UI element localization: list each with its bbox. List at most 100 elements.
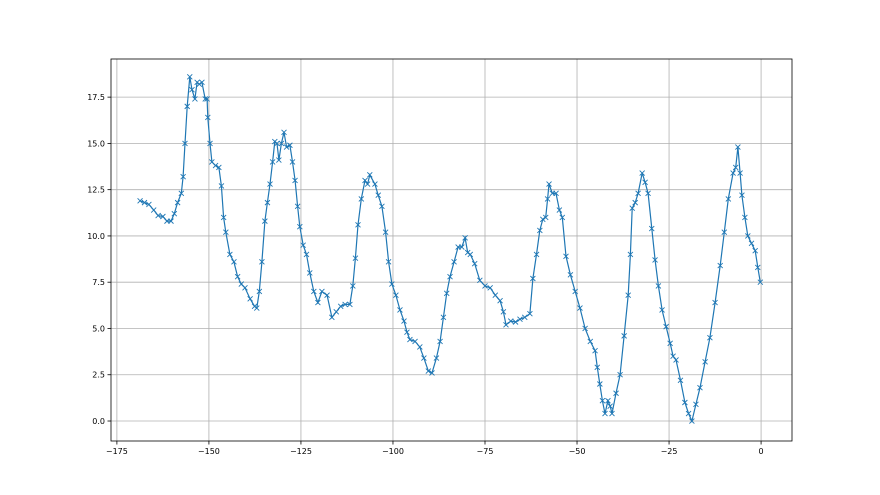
data-point-marker	[256, 288, 263, 295]
data-point-marker	[735, 144, 741, 150]
data-point-marker	[358, 196, 365, 202]
data-point-marker	[607, 403, 613, 410]
data-point-marker	[754, 264, 761, 271]
data-point-marker	[512, 319, 519, 325]
y-tick-label: 15.0	[87, 139, 105, 148]
x-tick-label: −175	[106, 447, 128, 456]
data-point-marker	[539, 216, 546, 223]
data-point-marker	[303, 251, 310, 258]
data-point-marker	[352, 255, 359, 261]
data-point-marker	[673, 357, 679, 363]
data-point-marker	[625, 292, 632, 298]
data-point-marker	[421, 355, 427, 361]
data-point-marker	[259, 259, 265, 265]
data-point-marker	[204, 96, 210, 102]
data-point-marker	[242, 284, 248, 291]
y-tick-label: 12.5	[87, 186, 105, 195]
data-point-marker	[500, 308, 507, 315]
data-point-marker	[196, 81, 203, 87]
data-point-marker	[682, 399, 688, 406]
x-tick-label: −100	[382, 447, 404, 456]
data-point-marker	[315, 299, 321, 306]
x-tick-label: 0	[759, 447, 764, 456]
data-point-marker	[171, 210, 178, 217]
data-point-marker	[247, 296, 253, 302]
data-point-marker	[546, 181, 552, 187]
data-point-marker	[150, 207, 157, 213]
data-point-marker	[382, 229, 389, 236]
data-point-marker	[141, 199, 148, 206]
data-point-marker	[397, 307, 403, 313]
data-point-marker	[212, 162, 219, 169]
y-tick-label: 0.0	[92, 417, 105, 426]
data-point-marker	[319, 288, 325, 295]
data-point-marker	[757, 279, 764, 286]
data-point-marker	[594, 364, 601, 371]
data-point-marker	[503, 321, 509, 328]
data-point-marker	[189, 86, 195, 93]
data-point-marker	[207, 140, 213, 147]
data-point-marker	[517, 316, 523, 323]
data-point-marker	[487, 284, 493, 291]
data-point-marker	[537, 227, 543, 234]
data-point-marker	[283, 144, 290, 150]
axes-frame	[110, 58, 793, 442]
data-point-marker	[182, 140, 188, 147]
data-point-marker	[218, 183, 225, 189]
data-point-marker	[748, 240, 755, 247]
x-tick-label: −125	[290, 447, 312, 456]
x-tick-label: −25	[661, 447, 678, 456]
series-markers	[137, 73, 764, 424]
data-point-marker	[721, 229, 728, 236]
data-point-marker	[670, 353, 676, 360]
data-point-marker	[632, 199, 639, 206]
data-point-marker	[697, 384, 703, 391]
data-point-marker	[379, 203, 385, 210]
data-point-marker	[689, 418, 695, 424]
data-point-marker	[467, 251, 474, 258]
x-tick-label: −75	[477, 447, 494, 456]
data-point-marker	[602, 410, 608, 417]
data-point-marker	[281, 129, 287, 136]
data-point-marker	[527, 310, 533, 317]
data-point-marker	[635, 190, 641, 197]
data-point-marker	[605, 397, 611, 404]
data-point-marker	[477, 277, 483, 284]
data-point-marker	[300, 242, 306, 249]
grid	[111, 59, 792, 441]
x-tick-label: −50	[569, 447, 586, 456]
data-point-marker	[507, 318, 514, 324]
data-point-marker	[707, 334, 713, 341]
x-tick-label: −150	[198, 447, 220, 456]
data-point-marker	[364, 181, 371, 187]
data-point-marker	[572, 288, 579, 295]
data-point-marker	[417, 344, 423, 350]
data-point-marker	[458, 244, 465, 250]
data-point-marker	[276, 157, 282, 163]
y-tick-label: 5.0	[92, 324, 105, 333]
data-point-marker	[253, 305, 260, 311]
data-point-marker	[202, 96, 209, 102]
data-point-marker	[617, 371, 623, 378]
data-point-marker	[497, 297, 503, 304]
data-point-marker	[164, 218, 170, 224]
data-point-marker	[155, 212, 161, 219]
data-point-marker	[297, 223, 303, 230]
data-point-marker	[262, 218, 268, 224]
data-point-marker	[366, 172, 373, 178]
data-point-marker	[730, 170, 736, 176]
data-point-marker	[609, 410, 615, 417]
data-point-marker	[180, 173, 186, 180]
data-point-marker	[269, 159, 276, 165]
data-point-marker	[311, 288, 317, 295]
data-point-marker	[567, 271, 574, 278]
data-point-marker	[752, 247, 759, 254]
x-axis: −175 −150 −125 −100 −75 −50 −25 0	[106, 441, 764, 456]
data-point-marker	[642, 179, 648, 186]
data-point-marker	[234, 273, 241, 280]
data-point-marker	[685, 410, 692, 417]
data-point-marker	[437, 338, 443, 345]
data-point-marker	[385, 259, 392, 265]
data-point-marker	[732, 164, 739, 171]
